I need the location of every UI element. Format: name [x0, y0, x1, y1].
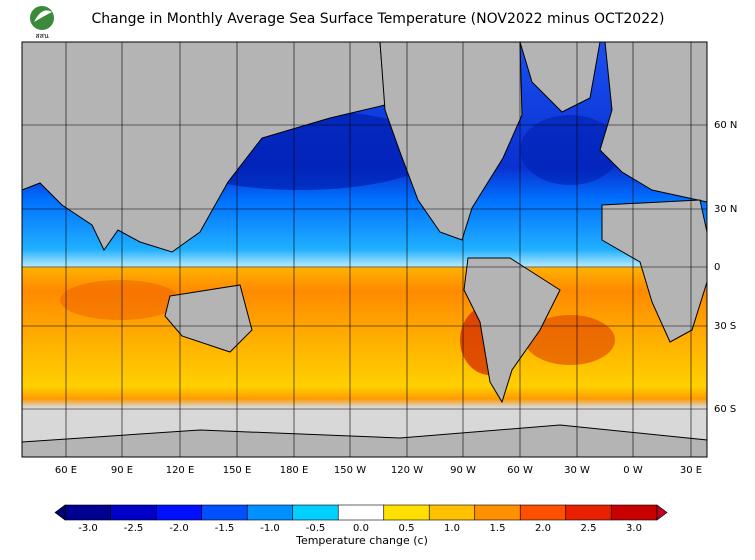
colorbar-segment — [519, 504, 567, 521]
lat-label: 30 S — [714, 321, 736, 332]
colorbar-segment — [292, 504, 339, 521]
logo: สสน — [30, 6, 54, 40]
colorbar-segment — [337, 504, 385, 521]
lon-label: 90 W — [450, 465, 476, 476]
lon-label: 30 W — [564, 465, 590, 476]
colorbar-tick-label: 2.5 — [581, 523, 597, 534]
colorbar-segment — [474, 504, 521, 521]
logo-text: สสน — [35, 32, 49, 40]
colorbar-tick-label: -3.0 — [78, 523, 98, 534]
lat-label: 60 N — [714, 120, 737, 131]
colorbar-label: Temperature change (c) — [295, 534, 428, 547]
colorbar-tick-label: 1.0 — [444, 523, 460, 534]
colorbar-segment — [610, 504, 658, 521]
colorbar-segment — [565, 504, 612, 521]
lon-label: 60 W — [507, 465, 533, 476]
colorbar-tick-label: -2.5 — [124, 523, 144, 534]
colorbar-tick-label: 0.0 — [353, 523, 369, 534]
colorbar-segment — [110, 504, 157, 521]
colorbar-segment — [428, 504, 476, 521]
colorbar: -3.0 -2.5 -2.0 -1.5 -1.0 -0.5 0.0 0.5 1.0 1.5 2.0 2… — [54, 504, 668, 534]
lat-label: 30 N — [714, 204, 737, 215]
lon-label: 60 E — [55, 465, 77, 476]
colorbar-segment — [64, 504, 112, 521]
lon-label: 120 E — [166, 465, 195, 476]
lat-label: 60 S — [714, 404, 736, 415]
colorbar-segment — [155, 504, 203, 521]
colorbar-tick-label: -0.5 — [306, 523, 326, 534]
map — [21, 41, 708, 458]
colorbar-tick-label: -2.0 — [169, 523, 189, 534]
lon-label: 150 W — [334, 465, 366, 476]
lat-label: 0 — [714, 262, 720, 273]
colorbar-tick-label: -1.0 — [260, 523, 280, 534]
lon-label: 150 E — [223, 465, 252, 476]
colorbar-tick-label: -1.5 — [215, 523, 235, 534]
lon-label: 30 E — [680, 465, 702, 476]
lon-label: 90 E — [111, 465, 133, 476]
colorbar-segment — [201, 504, 248, 521]
colorbar-tick-label: 0.5 — [399, 523, 415, 534]
colorbar-tick-label: 1.5 — [490, 523, 506, 534]
lon-label: 0 W — [623, 465, 643, 476]
colorbar-tick-label: 2.0 — [535, 523, 551, 534]
colorbar-tick-label: 3.0 — [626, 523, 642, 534]
lon-label: 180 E — [280, 465, 309, 476]
colorbar-segment — [383, 504, 430, 521]
lon-label: 120 W — [391, 465, 423, 476]
title: Change in Monthly Average Sea Surface Te… — [92, 11, 665, 27]
colorbar-segment — [246, 504, 294, 521]
